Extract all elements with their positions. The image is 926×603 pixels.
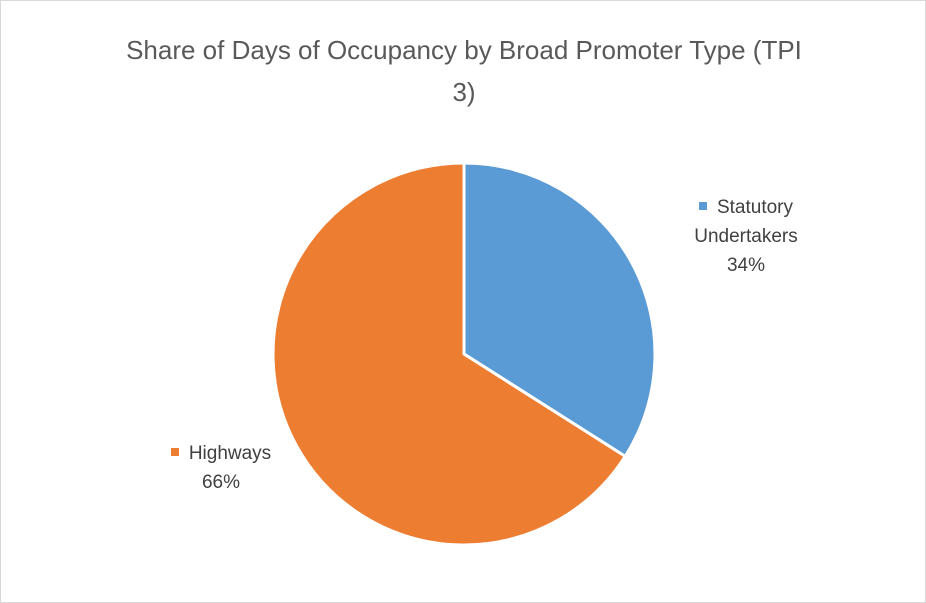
category-label: Statutory Undertakers	[694, 197, 798, 247]
data-label: Highways 66%	[141, 439, 301, 497]
pie-slice	[271, 161, 627, 547]
legend-swatch	[170, 447, 179, 456]
data-label: Statutory Undertakers 34%	[656, 193, 836, 280]
legend-swatch	[698, 201, 707, 210]
value-label: 66%	[201, 472, 241, 493]
chart-title: Share of Days of Occupancy by Broad Prom…	[126, 35, 802, 107]
category-label: Highways	[188, 443, 272, 464]
value-label: 34%	[726, 255, 766, 276]
